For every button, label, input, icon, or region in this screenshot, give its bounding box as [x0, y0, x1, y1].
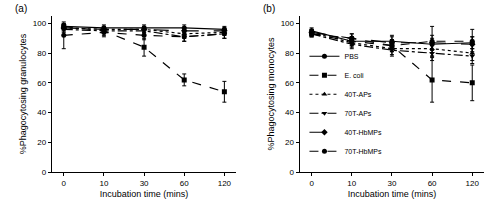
svg-text:0: 0	[290, 168, 295, 177]
svg-text:E. coli: E. coli	[344, 72, 364, 79]
svg-text:100: 100	[33, 19, 47, 28]
svg-text:40T-APs: 40T-APs	[344, 91, 371, 98]
svg-text:120: 120	[466, 179, 480, 188]
svg-text:30: 30	[140, 179, 149, 188]
svg-text:120: 120	[218, 179, 232, 188]
svg-text:60: 60	[428, 179, 437, 188]
svg-text:0: 0	[309, 179, 314, 188]
svg-text:10: 10	[347, 179, 356, 188]
svg-text:PBS: PBS	[344, 53, 358, 60]
svg-text:60: 60	[285, 79, 294, 88]
svg-text:0: 0	[62, 179, 67, 188]
svg-text:%Phagocytosing monocytes: %Phagocytosing monocytes	[266, 37, 276, 151]
svg-text:40T-HbMPs: 40T-HbMPs	[344, 129, 381, 136]
svg-text:%Phagocytosing granulocytes: %Phagocytosing granulocytes	[18, 33, 28, 154]
svg-text:80: 80	[285, 49, 294, 58]
svg-text:(a): (a)	[15, 3, 27, 14]
svg-text:Incubation time (mins): Incubation time (mins)	[348, 189, 437, 199]
svg-text:60: 60	[180, 179, 189, 188]
svg-text:80: 80	[37, 49, 46, 58]
svg-text:70T-HbMPs: 70T-HbMPs	[344, 148, 381, 155]
svg-text:20: 20	[37, 138, 46, 147]
svg-text:20: 20	[285, 138, 294, 147]
svg-text:60: 60	[37, 79, 46, 88]
svg-text:30: 30	[387, 179, 396, 188]
svg-text:(b): (b)	[263, 3, 275, 14]
svg-text:10: 10	[99, 179, 108, 188]
svg-text:70T-APs: 70T-APs	[344, 110, 371, 117]
svg-text:Incubation time (mins): Incubation time (mins)	[100, 189, 189, 199]
svg-text:40: 40	[37, 108, 46, 117]
svg-text:0: 0	[42, 168, 47, 177]
svg-text:40: 40	[285, 108, 294, 117]
svg-text:100: 100	[281, 19, 295, 28]
